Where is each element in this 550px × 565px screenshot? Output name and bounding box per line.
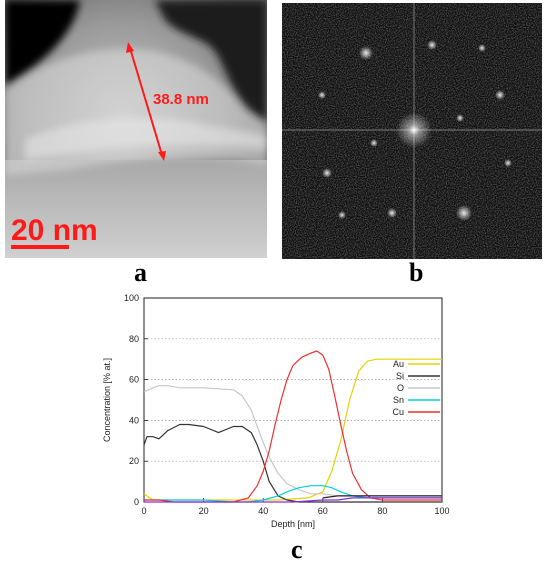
y-tick-label: 100 — [124, 293, 139, 303]
series-line-unlabeled — [144, 497, 442, 503]
y-tick-label: 40 — [129, 415, 139, 425]
panel-b-label: b — [409, 258, 424, 287]
fft-diffraction-pattern — [282, 3, 542, 259]
legend-label: Si — [396, 371, 404, 381]
legend-label: Cu — [392, 407, 404, 417]
y-axis-label: Concentration [% at.] — [102, 358, 112, 442]
depth-profile-chart: 0 20 40 60 80 100 0 20 40 60 80 100 Depth [nm] Concen… — [102, 293, 450, 529]
legend-label: Sn — [393, 395, 404, 405]
panel-c-label: c — [291, 535, 303, 564]
y-tick-label: 20 — [129, 456, 139, 466]
x-tick-label: 100 — [434, 506, 449, 516]
measurement-arrow — [126, 42, 166, 161]
x-tick-label: 20 — [199, 506, 209, 516]
y-tick-label: 0 — [134, 497, 139, 507]
scale-bar-label: 20 nm — [11, 214, 98, 247]
measurement-label: 38.8 nm — [153, 91, 209, 108]
series-line-si — [143, 423, 442, 503]
series-line-o — [143, 385, 442, 497]
legend-label: Au — [393, 359, 404, 369]
x-tick-label: 40 — [258, 506, 268, 516]
series-line-cu — [144, 350, 442, 503]
y-tick-label: 60 — [129, 375, 139, 385]
x-axis-label: Depth [nm] — [271, 519, 315, 529]
panel-a-label: a — [134, 258, 147, 287]
legend-label: O — [397, 383, 404, 393]
x-tick-label: 60 — [318, 506, 328, 516]
y-tick-label: 80 — [129, 334, 139, 344]
x-tick-label: 0 — [141, 506, 146, 516]
scale-bar — [11, 245, 69, 249]
tem-micrograph: 38.8 nm 20 nm — [5, 0, 267, 258]
series-line-unlabeled — [322, 495, 442, 499]
x-tick-label: 80 — [377, 506, 387, 516]
